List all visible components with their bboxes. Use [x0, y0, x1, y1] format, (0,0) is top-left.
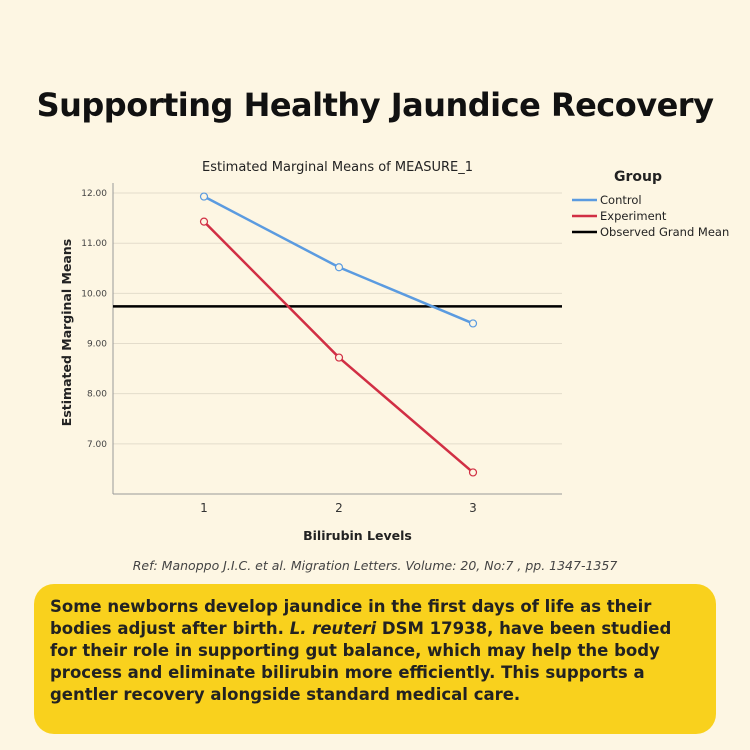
x-axis-label: Bilirubin Levels: [303, 528, 412, 543]
axes: 7.00 8.00 9.00 10.00 11.00 12.00 1 2 3 Bilirubin …: [59, 183, 562, 543]
data-point-experiment: [334, 353, 344, 362]
x-tick-label: 3: [469, 501, 477, 515]
y-tick-label: 11.00: [81, 239, 107, 249]
callout-text-part1: Some newborns develop jaundice in the fi…: [50, 597, 652, 638]
y-tick-label: 10.00: [81, 289, 107, 299]
data-point-experiment: [468, 468, 478, 477]
line-chart: 7.00 8.00 9.00 10.00 11.00 12.00 1 2 3 Bilirubin …: [59, 160, 729, 543]
reference-citation: Ref: Manoppo J.I.C. et al. Migration Let…: [132, 558, 618, 573]
callout-text-part2: DSM 17938, have been studied for their r…: [50, 619, 672, 704]
y-tick-label: 7.00: [87, 440, 107, 450]
legend-title: Group: [614, 169, 662, 185]
legend-entry: Observed Grand Mean: [600, 225, 729, 239]
legend-entry: Control: [600, 193, 642, 207]
data-point-control: [199, 192, 209, 201]
series-line-experiment: [203, 220, 474, 474]
y-axis-label: Estimated Marginal Means: [59, 239, 74, 426]
data-point-control: [468, 319, 478, 328]
legend: Group Control Experiment Observed Grand Mea…: [572, 169, 729, 239]
y-tick-label: 8.00: [87, 390, 107, 400]
series-line-control: [203, 195, 474, 325]
legend-entry: Experiment: [600, 209, 667, 223]
x-tick-label: 1: [200, 501, 208, 515]
callout-species-name: L. reuteri: [289, 619, 377, 638]
y-tick-label: 9.00: [87, 340, 107, 350]
x-tick-label: 2: [335, 501, 343, 515]
grid-lines: [113, 192, 562, 445]
data-point-experiment: [199, 217, 209, 226]
data-point-control: [334, 263, 344, 272]
series-lines: [113, 192, 562, 477]
info-callout: Some newborns develop jaundice in the fi…: [34, 584, 716, 734]
page-headline: Supporting Healthy Jaundice Recovery: [36, 86, 714, 124]
y-tick-label: 12.00: [81, 189, 107, 199]
chart-title: Estimated Marginal Means of MEASURE_1: [202, 160, 473, 175]
